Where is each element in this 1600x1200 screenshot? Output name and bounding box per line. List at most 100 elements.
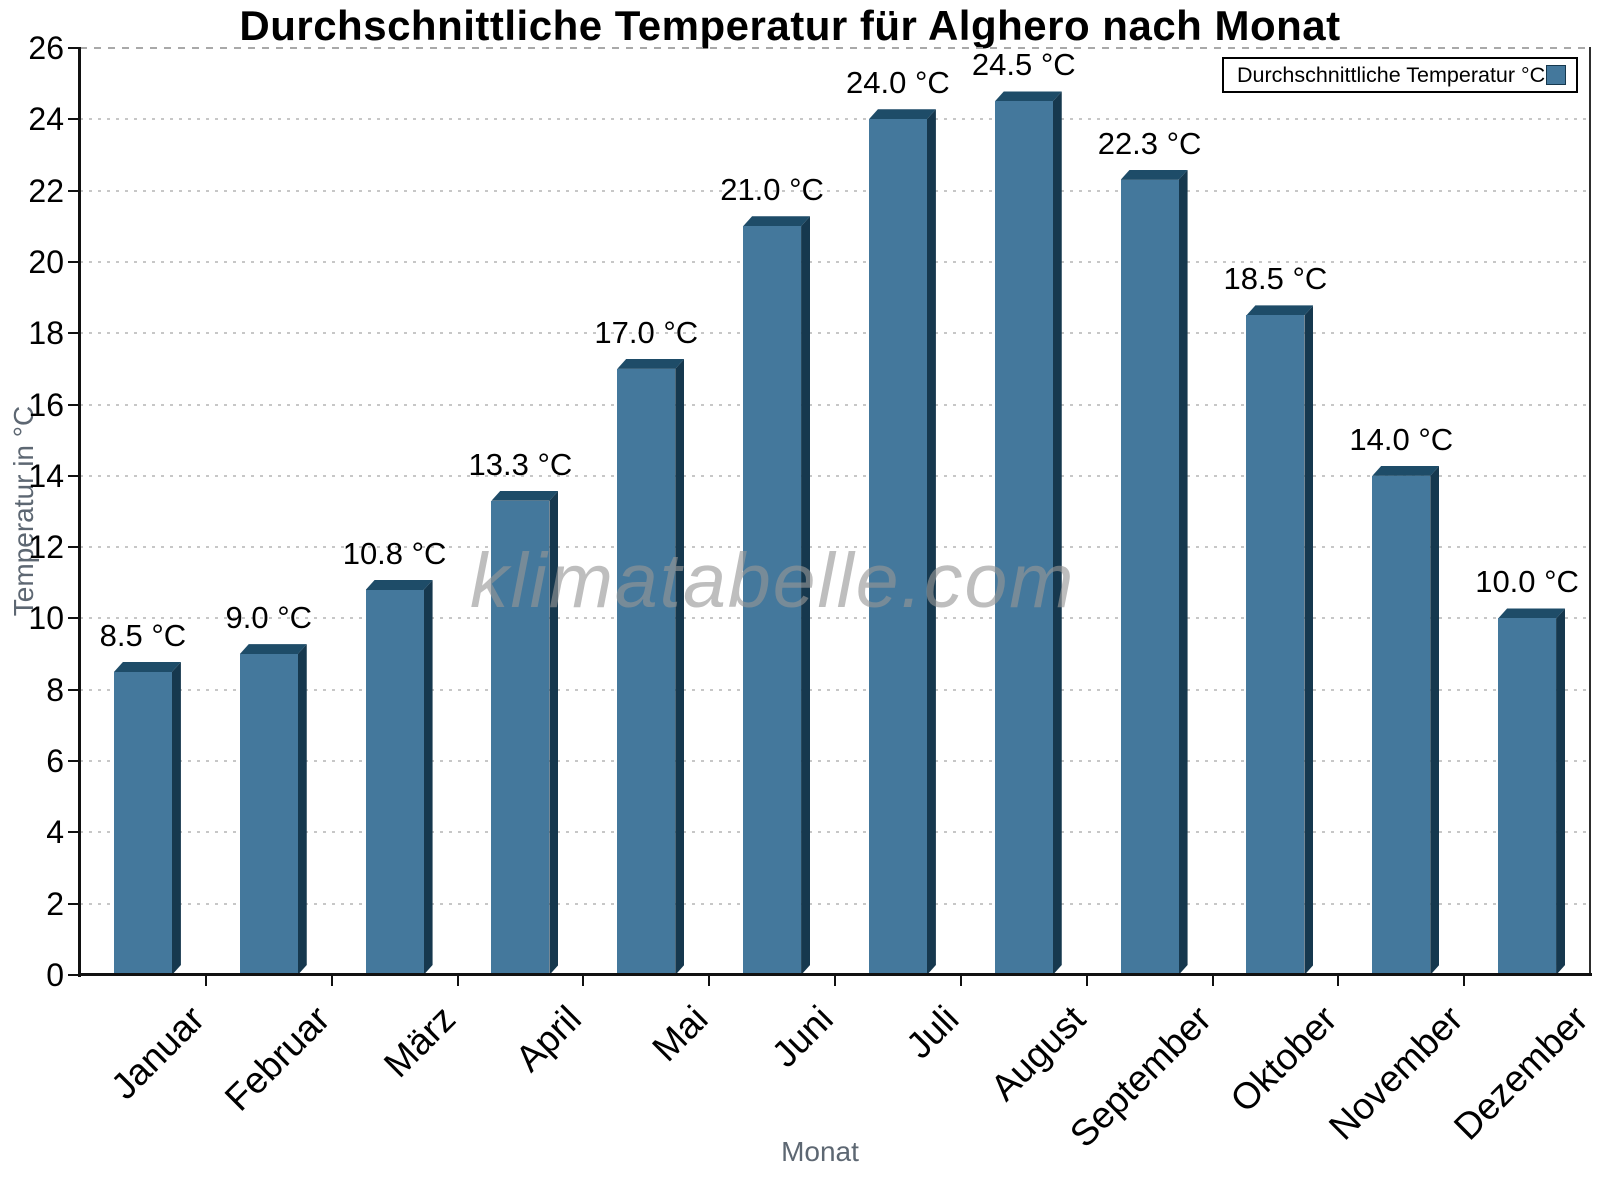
bar-top xyxy=(617,359,684,369)
y-tick-label: 4 xyxy=(46,814,64,851)
bar xyxy=(1498,618,1557,975)
y-tick xyxy=(68,974,80,976)
bar-side xyxy=(1179,170,1188,975)
y-tick-label: 2 xyxy=(46,885,64,922)
y-tick xyxy=(68,47,80,49)
bar xyxy=(491,500,550,975)
y-tick xyxy=(68,118,80,121)
y-tick-label: 22 xyxy=(28,172,64,209)
x-tick xyxy=(708,975,711,986)
bar-value-label: 9.0 °C xyxy=(225,600,313,636)
bar-value-label: 10.0 °C xyxy=(1475,564,1579,600)
bar-top xyxy=(995,91,1062,101)
bar-value-label: 17.0 °C xyxy=(594,314,699,350)
gridline xyxy=(80,189,1590,192)
bar-side xyxy=(1053,91,1062,975)
bar-side xyxy=(1304,305,1313,975)
bar-side xyxy=(927,109,936,975)
gridline xyxy=(80,474,1590,477)
gridline xyxy=(80,546,1590,549)
bar-top xyxy=(1372,466,1439,476)
y-tick-label: 0 xyxy=(46,957,64,993)
y-axis-line xyxy=(78,47,81,977)
x-tick-label: Juni xyxy=(764,998,842,1075)
gridline xyxy=(80,902,1590,905)
x-tick-label: Mai xyxy=(644,998,716,1070)
bar-side xyxy=(1430,466,1439,975)
x-tick-label: April xyxy=(508,998,590,1080)
gridline xyxy=(80,617,1590,620)
bar xyxy=(868,119,927,975)
plot-right-border xyxy=(1589,47,1591,976)
bar xyxy=(617,368,676,975)
bar-top xyxy=(1246,305,1313,315)
bar-value-label: 24.0 °C xyxy=(846,65,950,101)
bar-value-label: 22.3 °C xyxy=(1097,125,1202,161)
y-tick-label: 12 xyxy=(28,529,64,566)
legend: Durchschnittliche Temperatur °C xyxy=(1222,57,1578,93)
gridline xyxy=(80,831,1590,834)
x-tick xyxy=(204,975,207,986)
bar xyxy=(743,226,802,975)
y-tick xyxy=(68,546,80,549)
bar-value-label: 10.8 °C xyxy=(342,535,447,571)
bar xyxy=(365,589,424,975)
watermark: klimatabelle.com xyxy=(470,538,1076,624)
y-tick-label: 8 xyxy=(46,671,64,708)
bar xyxy=(1372,475,1431,975)
bar-top xyxy=(1498,608,1565,618)
x-tick xyxy=(959,975,962,986)
x-tick-label: August xyxy=(982,998,1093,1109)
y-tick xyxy=(68,189,80,192)
bar-top xyxy=(491,491,558,501)
x-axis-line xyxy=(78,973,1592,976)
x-tick xyxy=(456,975,459,986)
bar-value-label: 21.0 °C xyxy=(720,172,824,208)
bar-side xyxy=(172,662,181,975)
bar-side xyxy=(424,580,433,975)
x-tick xyxy=(1085,975,1088,986)
bar-side xyxy=(1556,608,1565,975)
x-tick-label: November xyxy=(1320,998,1471,1148)
y-tick-label: 18 xyxy=(28,315,64,352)
bar xyxy=(113,671,172,975)
y-tick xyxy=(68,688,80,691)
bar xyxy=(1120,179,1179,975)
x-tick-label: Juli xyxy=(898,998,967,1067)
gridline xyxy=(80,688,1590,691)
y-tick-label: 14 xyxy=(28,457,64,494)
bar-value-label: 14.0 °C xyxy=(1349,421,1454,457)
gridline xyxy=(80,332,1590,335)
legend-label: Durchschnittliche Temperatur °C xyxy=(1237,62,1546,87)
bar-value-label: 13.3 °C xyxy=(468,446,573,482)
y-tick-label: 10 xyxy=(28,600,64,637)
y-tick-label: 16 xyxy=(28,386,64,423)
y-tick-label: 26 xyxy=(28,30,64,66)
gridline xyxy=(80,260,1590,263)
y-tick xyxy=(68,332,80,335)
x-tick-label: Januar xyxy=(102,998,212,1107)
bar-top xyxy=(240,644,307,654)
y-tick-label: 24 xyxy=(28,101,64,138)
bar-value-label: 24.5 °C xyxy=(971,47,1076,83)
bar-top xyxy=(743,216,810,226)
x-tick xyxy=(834,975,836,986)
bar-top xyxy=(114,662,181,672)
x-tick-label: Oktober xyxy=(1222,998,1345,1121)
bar xyxy=(1246,315,1305,975)
gridline xyxy=(80,760,1590,763)
gridline xyxy=(80,403,1590,406)
bar xyxy=(239,654,298,975)
y-tick xyxy=(68,403,80,406)
x-tick xyxy=(1463,975,1466,986)
plot-top-border xyxy=(80,47,1590,49)
bar-side xyxy=(549,491,558,975)
x-tick xyxy=(582,975,585,986)
x-tick-label: Dezember xyxy=(1446,998,1597,1148)
y-tick xyxy=(68,260,80,263)
y-tick-label: 20 xyxy=(28,243,64,280)
bar-top xyxy=(869,109,936,119)
y-tick xyxy=(68,474,80,477)
x-axis-title: Monat xyxy=(781,1136,859,1167)
